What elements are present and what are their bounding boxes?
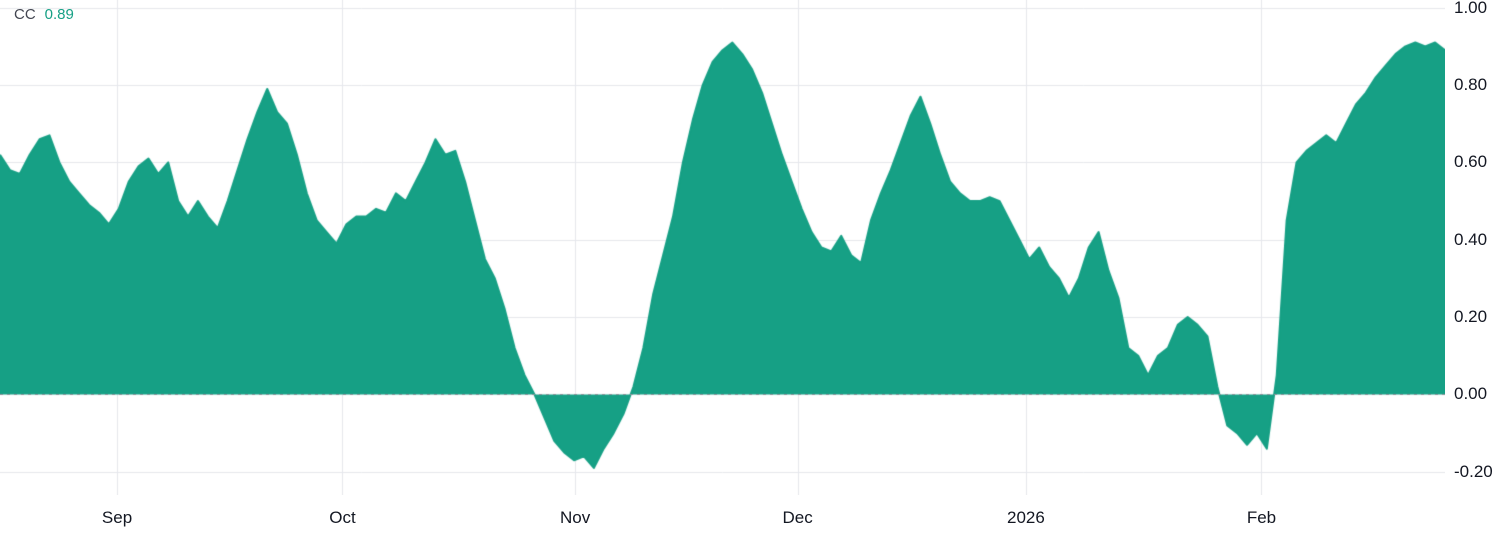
price-axis-label: 0.40 — [1454, 229, 1488, 249]
price-axis-label: -0.20 — [1454, 461, 1493, 481]
price-axis[interactable]: 1.00 0.80 0.60 0.40 0.20 0.00 -0.20 — [1445, 0, 1507, 495]
time-axis-label: Dec — [782, 508, 813, 527]
chart-canvas[interactable] — [0, 0, 1445, 495]
time-axis[interactable]: Sep Oct Nov Dec 2026 Feb — [0, 495, 1445, 541]
price-axis-label: 0.60 — [1454, 152, 1488, 172]
indicator-name: CC — [14, 6, 36, 23]
price-axis-label: 1.00 — [1454, 0, 1488, 17]
time-axis-label: Feb — [1246, 508, 1277, 527]
time-axis-label: 2026 — [1007, 508, 1045, 527]
price-axis-label: 0.00 — [1454, 384, 1488, 404]
indicator-value: 0.89 — [44, 6, 74, 23]
indicator-legend[interactable]: CC 0.89 — [14, 6, 74, 24]
price-axis-label: 0.20 — [1454, 307, 1488, 327]
time-axis-label: Nov — [559, 508, 591, 527]
price-axis-label: 0.80 — [1454, 75, 1488, 95]
time-axis-label: Oct — [329, 508, 356, 527]
time-axis-label: Sep — [101, 508, 133, 527]
